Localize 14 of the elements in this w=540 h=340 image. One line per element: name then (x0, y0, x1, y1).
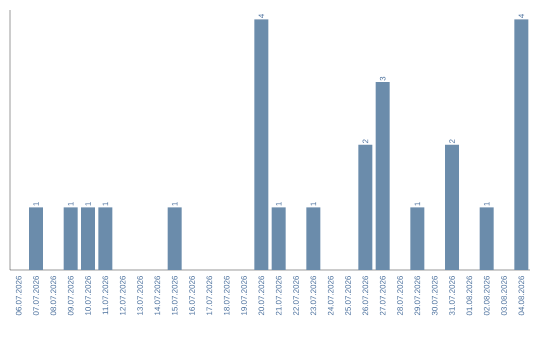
bar (272, 207, 286, 270)
bar (98, 207, 112, 270)
bar (514, 19, 528, 270)
bar (254, 19, 268, 270)
bar (445, 144, 460, 270)
bar (64, 207, 78, 270)
bar (168, 207, 182, 270)
bar (376, 82, 390, 270)
bar (29, 207, 44, 270)
bar (358, 144, 372, 270)
bar (81, 207, 96, 270)
bar (306, 207, 320, 270)
bar (410, 207, 424, 270)
bar (480, 207, 494, 270)
